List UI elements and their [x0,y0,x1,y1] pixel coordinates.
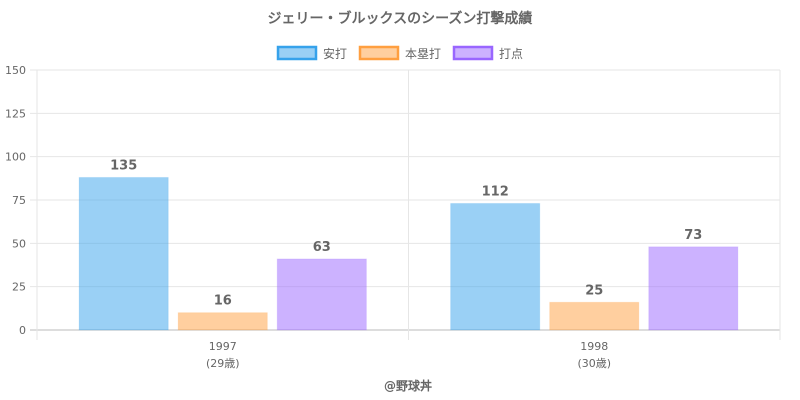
y-tick-label: 50 [12,237,26,250]
x-tick-label: 1997 [209,340,237,353]
chart-title: ジェリー・ブルックスのシーズン打撃成績 [268,10,533,27]
bar-安打-1998[interactable] [450,202,541,331]
bar-value-label: 16 [214,294,232,309]
bar-value-label: 63 [313,240,331,255]
x-axis: 1997 (29歳) 1998 (30歳) [206,340,611,370]
bar-marks: 135 16 63 112 25 73 [78,158,739,331]
legend-label: 本塁打 [405,47,441,61]
chart-legend: 安打 本塁打 打点 [276,45,523,61]
legend-label: 安打 [323,46,347,61]
y-tick-label: 25 [12,281,26,294]
legend-item-安打[interactable]: 安打 [276,45,347,61]
legend-swatch [452,45,494,61]
bar-本塁打-1998[interactable] [549,301,640,331]
x-tick-sublabel: (29歳) [206,357,240,370]
credit-label: @野球丼 [384,378,432,393]
legend-swatch [276,45,318,61]
x-tick-sublabel: (30歳) [577,357,611,370]
y-tick-label: 0 [19,324,26,337]
bar-打点-1997[interactable] [276,258,367,331]
legend-swatch [358,45,400,61]
bar-安打-1997[interactable] [78,176,169,331]
bar-value-label: 25 [585,283,603,298]
legend-label: 打点 [499,47,523,61]
x-tick-label: 1998 [580,340,608,353]
y-tick-label: 125 [5,107,26,120]
bar-本塁打-1997[interactable] [177,312,268,331]
bar-value-label: 73 [684,228,702,243]
y-tick-label: 150 [5,64,26,77]
legend-item-打点[interactable]: 打点 [452,45,523,61]
legend-item-本塁打[interactable]: 本塁打 [358,45,441,61]
bar-value-label: 112 [482,184,509,199]
y-axis: 0 25 50 75 100 125 150 [5,64,26,337]
bar-value-label: 135 [110,158,137,173]
y-tick-label: 75 [12,194,26,207]
y-tick-label: 100 [5,151,26,164]
bar-打点-1998[interactable] [648,246,739,331]
